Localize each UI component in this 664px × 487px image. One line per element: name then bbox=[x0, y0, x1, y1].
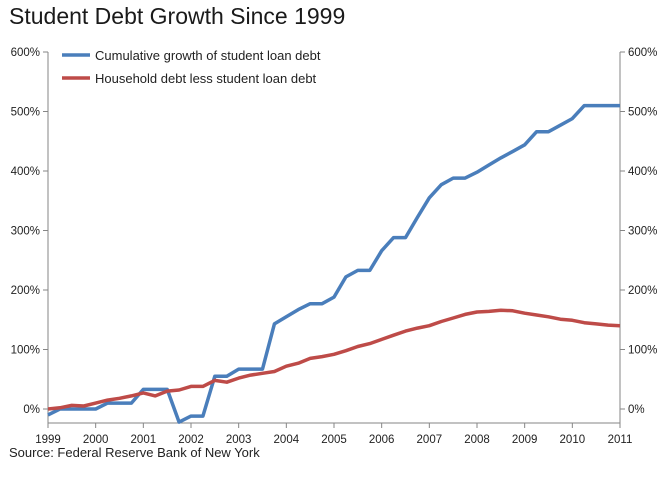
x-tick-label: 2006 bbox=[369, 434, 395, 446]
series-lines bbox=[47, 103, 621, 424]
y-tick-label-left: 600% bbox=[11, 47, 40, 59]
y-tick-label-right: 500% bbox=[628, 107, 657, 119]
y-tick-label-right: 200% bbox=[628, 285, 657, 297]
chart-legend: Cumulative growth of student loan debt Ho… bbox=[62, 48, 321, 86]
y-tick-label-left: 0% bbox=[23, 404, 40, 416]
chart-axes: 0% 0% 100% 100% 200% 200% 300% 300% 400% 400% 500%… bbox=[11, 47, 658, 446]
legend-label: Household debt less student loan debt bbox=[95, 71, 317, 86]
x-tick-label: 2008 bbox=[464, 434, 490, 446]
y-tick-label-left: 100% bbox=[11, 345, 40, 357]
y-tick-label-right: 300% bbox=[628, 226, 657, 238]
x-tick-label: 2011 bbox=[608, 434, 633, 446]
chart-title: Student Debt Growth Since 1999 bbox=[9, 3, 346, 29]
student-loan-debt-line bbox=[47, 103, 620, 424]
x-tick-label: 2001 bbox=[131, 434, 157, 446]
x-tick-label: 2005 bbox=[321, 434, 347, 446]
y-tick-label-left: 400% bbox=[11, 166, 40, 178]
source-note: Source: Federal Reserve Bank of New York bbox=[9, 445, 260, 460]
y-tick-label-right: 600% bbox=[628, 47, 657, 59]
x-tick-label: 1999 bbox=[35, 434, 61, 446]
y-tick-label-right: 400% bbox=[628, 166, 657, 178]
x-tick-label: 2009 bbox=[512, 434, 538, 446]
legend-label: Cumulative growth of student loan debt bbox=[95, 48, 321, 63]
x-tick-label: 2003 bbox=[226, 434, 252, 446]
x-tick-label: 2010 bbox=[560, 434, 586, 446]
y-tick-label-left: 500% bbox=[11, 107, 40, 119]
x-tick-label: 2002 bbox=[178, 434, 204, 446]
x-tick-label: 2004 bbox=[274, 434, 300, 446]
household-debt-line bbox=[47, 308, 621, 411]
y-tick-label-right: 100% bbox=[628, 345, 657, 357]
y-tick-label-right: 0% bbox=[628, 404, 645, 416]
y-tick-label-left: 200% bbox=[11, 285, 40, 297]
x-tick-label: 2000 bbox=[83, 434, 109, 446]
x-tick-label: 2007 bbox=[417, 434, 443, 446]
y-tick-label-left: 300% bbox=[11, 226, 40, 238]
